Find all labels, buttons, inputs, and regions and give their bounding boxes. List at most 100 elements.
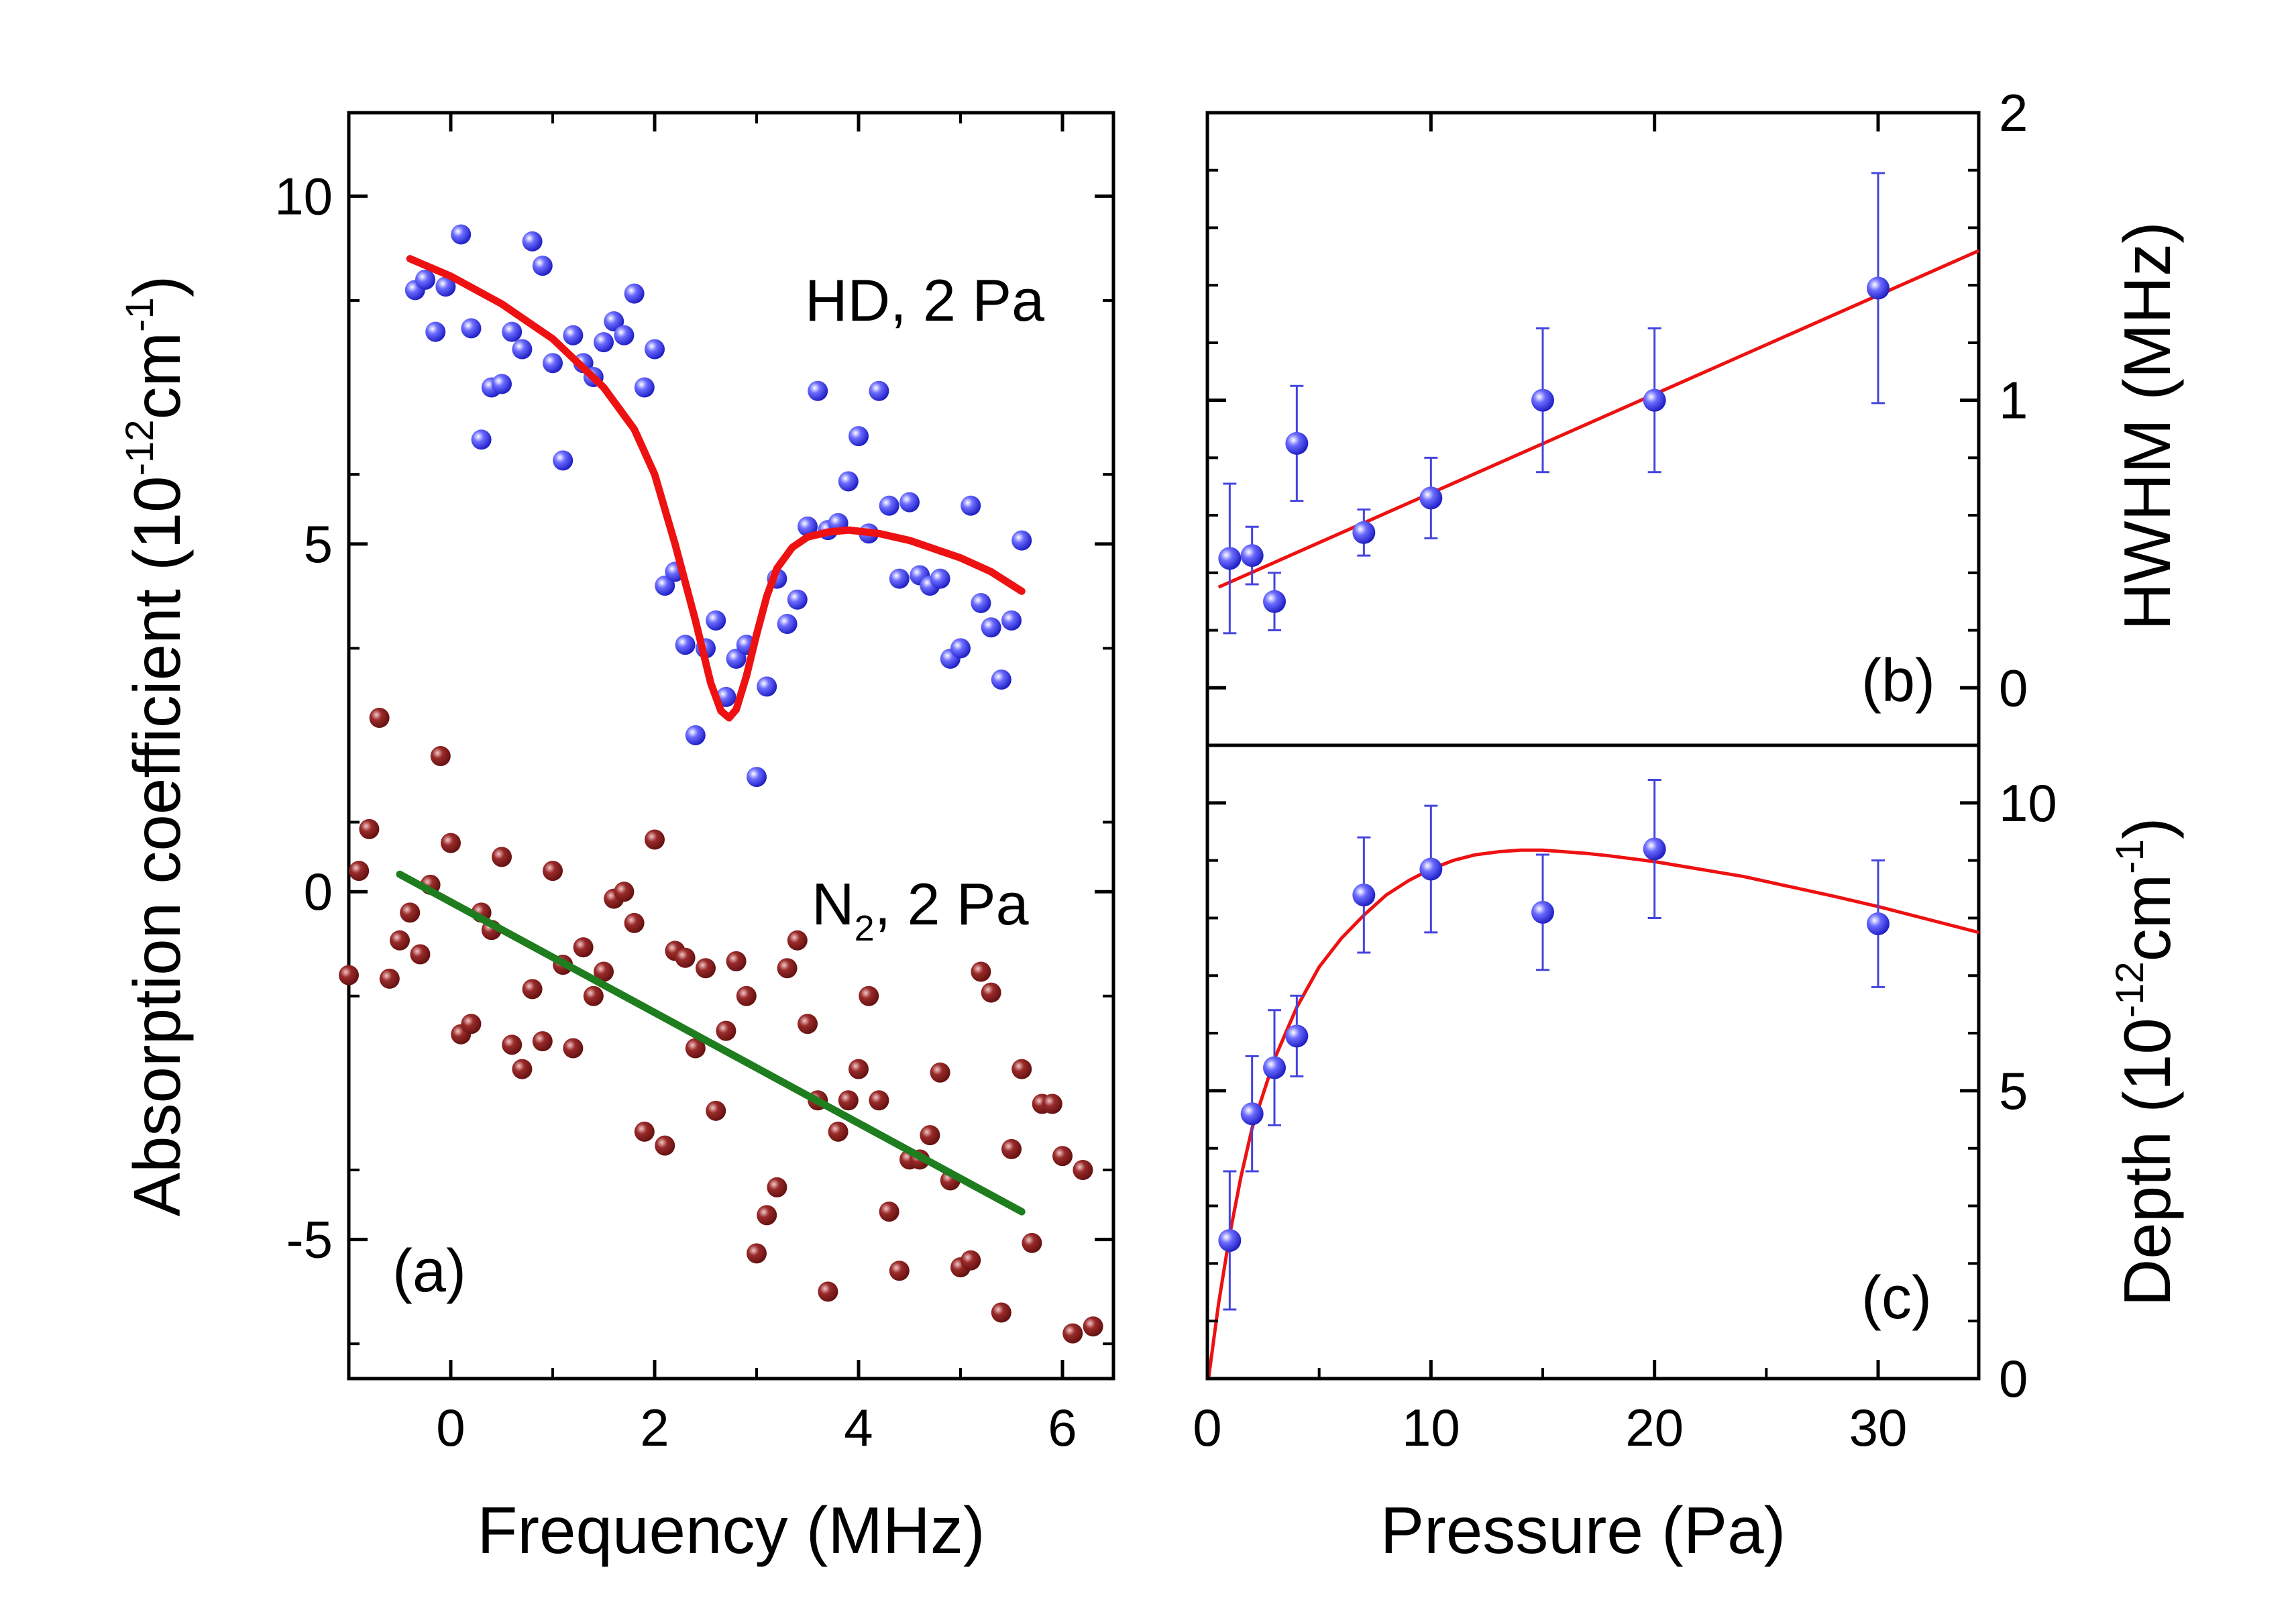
n2-data-point xyxy=(379,968,400,989)
hd-data-point xyxy=(435,276,456,297)
n2-data-point xyxy=(594,961,614,982)
n2-data-point xyxy=(359,818,380,839)
hd-data-point xyxy=(899,492,920,513)
panel-b: 0 1 2 (b) HWHM (MHz) xyxy=(1205,83,2184,747)
n2-data-point xyxy=(543,861,563,881)
n2-data-point xyxy=(573,937,594,958)
hd-data-point xyxy=(798,516,818,537)
n2-data-point xyxy=(1022,1232,1042,1253)
panel-c-label: (c) xyxy=(1861,1265,1932,1332)
n2-data-point xyxy=(563,1038,584,1059)
depth-data-point xyxy=(1218,1229,1242,1252)
n2-data-point xyxy=(706,1100,726,1121)
hd-fit-line xyxy=(406,255,1026,722)
panel-a-ticks: 0 2 4 6 -5 0 5 10 xyxy=(274,113,1113,1457)
panel-b-ticks: 0 1 2 xyxy=(1205,83,2028,717)
n2-data-point xyxy=(726,951,747,971)
depth-data-point xyxy=(1240,1102,1264,1126)
hd-data-point xyxy=(930,568,950,589)
panel-a-ylabel-mid: cm xyxy=(120,332,194,420)
hd-data-point xyxy=(502,321,523,342)
n2-data-point xyxy=(889,1261,910,1281)
panel-a-plot-area xyxy=(339,224,1103,1344)
n2-data-point xyxy=(838,1090,859,1111)
n2-data-point xyxy=(522,979,543,1000)
y-tick-label: 10 xyxy=(274,166,333,225)
n2-data-point xyxy=(1012,1059,1032,1079)
panel-c-ylabel-suffix: ) xyxy=(2110,817,2184,839)
n2-data-point xyxy=(920,1125,940,1146)
hd-data-point xyxy=(604,311,624,332)
x-tick-label: 2 xyxy=(640,1398,669,1457)
panel-a-label: (a) xyxy=(392,1238,466,1305)
hd-data-point xyxy=(991,670,1012,690)
hd-data-point xyxy=(838,471,859,492)
n2-data-point xyxy=(410,944,431,965)
n2-label-rest: , 2 Pa xyxy=(875,871,1029,937)
n2-data-point xyxy=(655,1135,675,1156)
x-tick-label: 6 xyxy=(1048,1398,1077,1457)
n2-series-label: N2, 2 Pa xyxy=(812,871,1029,949)
n2-data-point xyxy=(532,1031,553,1052)
hd-data-point xyxy=(645,339,665,360)
hd-data-point xyxy=(971,592,991,613)
n2-data-point xyxy=(614,881,635,902)
panel-c-ylabel-exp: -12 xyxy=(2108,961,2152,1018)
n2-data-point xyxy=(1062,1323,1083,1344)
panel-a-xlabel: Frequency (MHz) xyxy=(478,1493,985,1567)
panel-a-ylabel-exp: -12 xyxy=(118,419,162,476)
hd-data-point xyxy=(532,256,553,276)
x-tick-label: 0 xyxy=(436,1398,465,1457)
n2-data-point xyxy=(430,746,451,767)
hd-data-point xyxy=(461,318,482,339)
panel-c-ylabel-prefix: Depth (10 xyxy=(2110,1018,2184,1306)
panel-b-ylabel: HWHM (MHz) xyxy=(2110,221,2184,631)
n2-data-point xyxy=(583,985,604,1006)
depth-fit-curve xyxy=(1207,848,1979,1379)
n2-data-point xyxy=(736,985,757,1006)
hd-data-point xyxy=(1001,610,1022,631)
hd-data-point xyxy=(950,638,971,659)
depth-data-point xyxy=(1531,900,1554,924)
hd-data-point xyxy=(1012,530,1032,551)
hd-data-point xyxy=(747,767,767,788)
hd-data-point xyxy=(624,283,645,304)
hd-data-point xyxy=(522,231,543,252)
x-tick-label: 10 xyxy=(1402,1398,1460,1457)
panel-c-ticks: 0 10 20 30 0 5 10 xyxy=(1193,773,2057,1457)
hd-data-point xyxy=(492,374,512,394)
n2-data-point xyxy=(441,833,461,853)
depth-data-point xyxy=(1285,1024,1309,1048)
n2-data-point xyxy=(512,1059,533,1079)
hd-data-point xyxy=(808,380,828,401)
n2-data-point xyxy=(390,930,410,951)
depth-data-point xyxy=(1419,857,1443,881)
hd-data-point xyxy=(879,495,899,516)
hd-data-point xyxy=(512,339,533,360)
n2-data-point xyxy=(869,1090,889,1111)
hwhm-data-point xyxy=(1218,547,1242,570)
y-tick-label: 0 xyxy=(1999,658,2028,717)
hd-data-point xyxy=(777,614,798,635)
n2-fit-line xyxy=(396,870,1026,1216)
depth-data-point xyxy=(1643,837,1666,861)
panel-c-xlabel: Pressure (Pa) xyxy=(1380,1493,1786,1567)
n2-label-main: N xyxy=(812,871,855,937)
hwhm-data-point xyxy=(1643,388,1666,412)
hd-data-point xyxy=(869,380,889,401)
n2-data-point xyxy=(634,1121,655,1142)
n2-data-point xyxy=(349,861,370,881)
x-tick-label: 30 xyxy=(1849,1398,1908,1457)
n2-data-point xyxy=(1052,1146,1073,1167)
n2-data-point xyxy=(645,829,665,850)
n2-data-point xyxy=(1042,1093,1062,1114)
y-tick-label: 10 xyxy=(1999,773,2057,833)
hd-data-point xyxy=(543,353,563,374)
hd-data-point xyxy=(675,635,696,655)
hd-data-point xyxy=(634,377,655,398)
n2-data-point xyxy=(991,1302,1012,1323)
x-tick-label: 20 xyxy=(1625,1398,1684,1457)
